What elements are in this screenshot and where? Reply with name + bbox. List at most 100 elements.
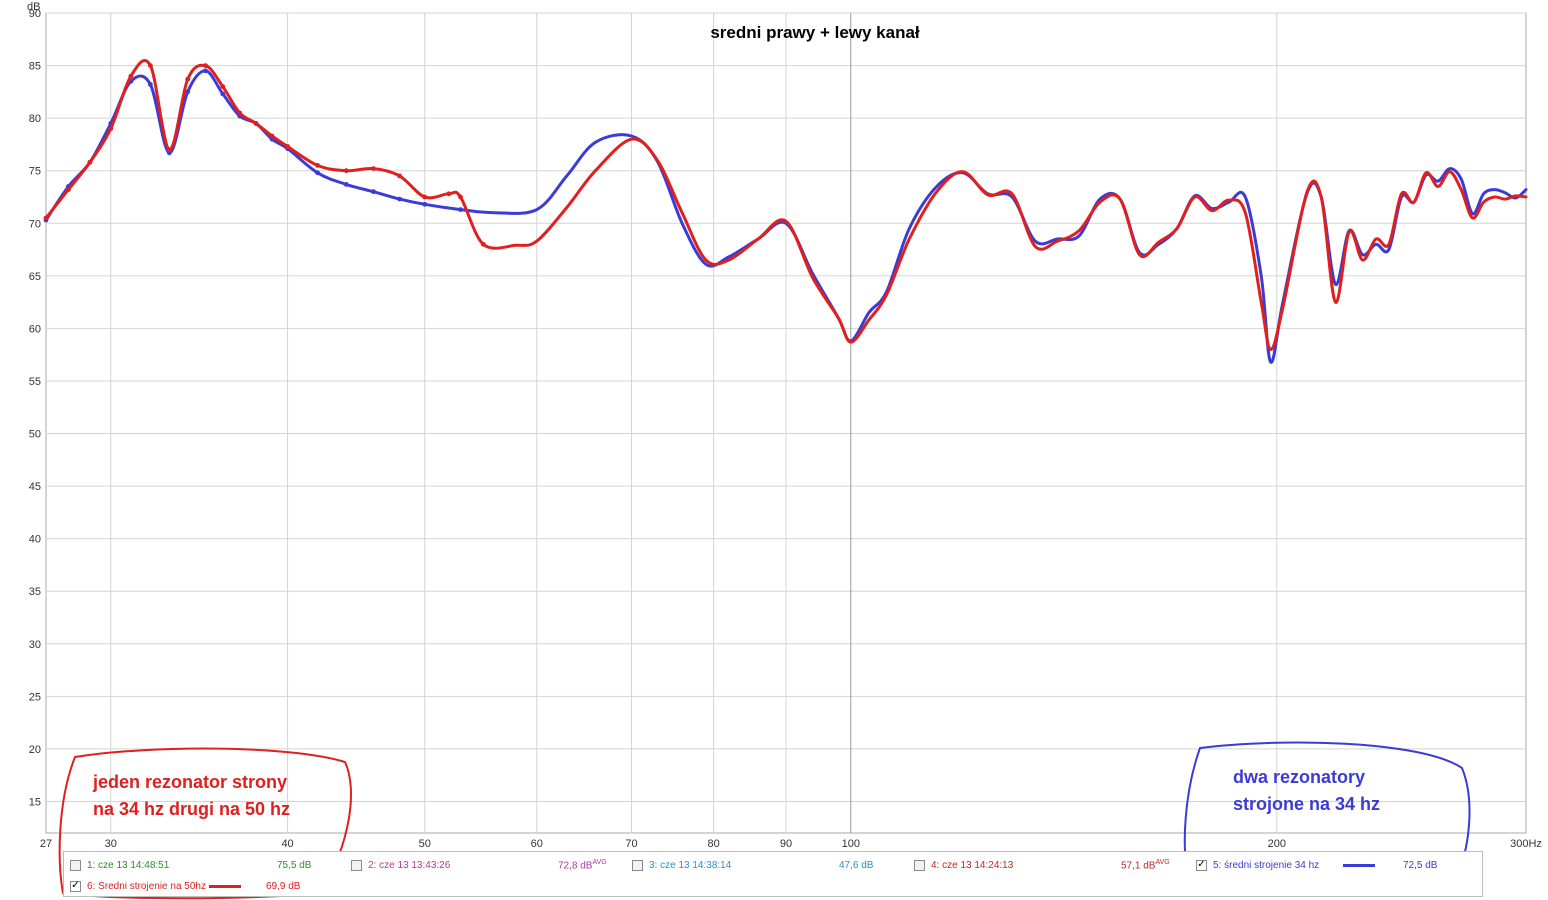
data-point	[43, 215, 49, 221]
data-point	[446, 191, 452, 197]
legend-value-3: 47,6 dB	[839, 859, 874, 871]
legend-checkbox-6[interactable]: ✓	[70, 880, 81, 892]
data-point	[203, 68, 208, 74]
legend-checkbox-2[interactable]	[351, 859, 362, 871]
data-point	[185, 89, 191, 95]
legend-name-6: 6: Sredni strojenie na 50hz	[87, 880, 206, 892]
legend-checkbox-3[interactable]	[632, 859, 643, 871]
y-axis-unit-label: dB	[27, 1, 40, 13]
legend-checkbox-4[interactable]	[914, 859, 925, 871]
legend-item-4[interactable]: 4: cze 13 14:24:13 57,1 dBAVG	[914, 856, 1170, 874]
y-tick-label: 80	[29, 113, 41, 125]
y-tick-label: 25	[29, 691, 41, 703]
data-point	[185, 76, 191, 82]
legend-panel: 1: cze 13 14:48:51 75,5 dB 2: cze 13 13:…	[63, 851, 1483, 897]
data-point	[397, 196, 402, 202]
x-axis-ticks: 27 30 40 50 60 70 80 90 100 200 300Hz	[40, 838, 1542, 850]
x-tick-label: 27	[40, 838, 52, 850]
data-point	[458, 194, 463, 200]
data-point	[315, 163, 320, 168]
data-point	[237, 110, 243, 116]
data-point	[343, 182, 349, 187]
blue-annotation-line-1: dwa rezonatory	[1233, 767, 1365, 787]
data-point	[148, 63, 153, 68]
x-tick-label: 80	[707, 838, 719, 850]
legend-line-5	[1343, 863, 1375, 867]
legend-name-3: 3: cze 13 14:38:14	[649, 859, 732, 871]
legend-value-5: 72,5 dB	[1403, 859, 1438, 871]
legend-item-2[interactable]: 2: cze 13 13:43:26 72,8 dBAVG	[351, 856, 607, 874]
blue-annotation-line-2: strojone na 34 hz	[1233, 794, 1380, 814]
legend-checkbox-1[interactable]	[70, 859, 81, 871]
legend-name-5: 5: średni strojenie 34 hz	[1213, 859, 1320, 871]
data-point	[422, 201, 428, 207]
x-tick-label: 30	[105, 838, 117, 850]
legend-value-1: 75,5 dB	[277, 859, 312, 871]
data-point	[480, 241, 486, 247]
red-annotation-line-1: jeden rezonator strony	[92, 772, 287, 792]
data-point	[166, 147, 172, 153]
data-point	[87, 159, 93, 165]
data-point	[220, 84, 226, 89]
legend-value-4: 57,1 dBAVG	[1121, 858, 1170, 872]
y-tick-label: 90	[29, 8, 41, 20]
data-point	[285, 144, 290, 149]
y-tick-label: 35	[29, 586, 41, 598]
legend-line-6	[209, 884, 241, 888]
y-tick-label: 30	[29, 639, 41, 651]
legend-value-6: 69,9 dB	[266, 880, 301, 892]
x-tick-label: 90	[780, 838, 792, 850]
data-point	[253, 121, 259, 126]
y-tick-label: 20	[29, 744, 41, 756]
x-tick-label: 50	[419, 838, 431, 850]
data-point	[66, 187, 71, 193]
data-point	[458, 207, 463, 213]
data-point	[315, 170, 320, 176]
legend-avg-2: AVG	[592, 858, 607, 866]
data-point	[108, 126, 114, 131]
legend-name-2: 2: cze 13 13:43:26	[368, 859, 451, 871]
legend-item-1[interactable]: 1: cze 13 14:48:51 75,5 dB	[70, 856, 311, 874]
series-line-1	[44, 69, 1528, 364]
series-line-2	[44, 59, 1528, 351]
y-tick-label: 85	[29, 61, 41, 73]
data-point	[269, 133, 275, 139]
series-layer	[43, 59, 1528, 364]
x-tick-label: 40	[281, 838, 293, 850]
y-tick-label: 50	[29, 429, 41, 441]
x-tick-label: 100	[842, 838, 860, 850]
y-tick-label: 65	[29, 271, 41, 283]
y-tick-label: 15	[29, 796, 41, 808]
legend-item-6[interactable]: ✓ 6: Sredni strojenie na 50hz 69,9 dB	[70, 877, 300, 895]
legend-item-3[interactable]: 3: cze 13 14:38:14 47,6 dB	[632, 856, 873, 874]
legend-value-2: 72,8 dBAVG	[558, 858, 607, 872]
y-tick-label: 55	[29, 376, 41, 388]
legend-item-5[interactable]: ✓ 5: średni strojenie 34 hz 72,5 dB	[1196, 856, 1437, 874]
y-axis-ticks: 90 85 80 75 70 65 60 55 50 45 40 35 30 25 20 15	[29, 8, 41, 808]
data-point	[128, 73, 134, 79]
data-point	[371, 166, 376, 172]
y-tick-label: 60	[29, 323, 41, 335]
data-point	[220, 91, 226, 97]
data-point	[371, 189, 376, 195]
x-tick-label: 300Hz	[1510, 838, 1542, 850]
data-point	[148, 82, 153, 87]
x-tick-label: 60	[531, 838, 543, 850]
x-tick-label: 200	[1268, 838, 1286, 850]
data-point	[203, 63, 208, 68]
y-tick-label: 45	[29, 481, 41, 493]
legend-name-1: 1: cze 13 14:48:51	[87, 859, 170, 871]
data-point	[397, 173, 402, 179]
legend-checkbox-5[interactable]: ✓	[1196, 859, 1207, 871]
chart-title: sredni prawy + lewy kanał	[710, 23, 920, 42]
y-tick-label: 75	[29, 166, 41, 178]
data-point	[343, 168, 349, 174]
y-tick-label: 70	[29, 218, 41, 230]
legend-name-4: 4: cze 13 14:24:13	[931, 859, 1014, 871]
data-point	[422, 194, 428, 200]
y-tick-label: 40	[29, 534, 41, 546]
red-annotation-line-2: na 34 hz drugi na 50 hz	[93, 799, 290, 819]
x-tick-label: 70	[625, 838, 637, 850]
legend-avg-4: AVG	[1155, 858, 1170, 866]
